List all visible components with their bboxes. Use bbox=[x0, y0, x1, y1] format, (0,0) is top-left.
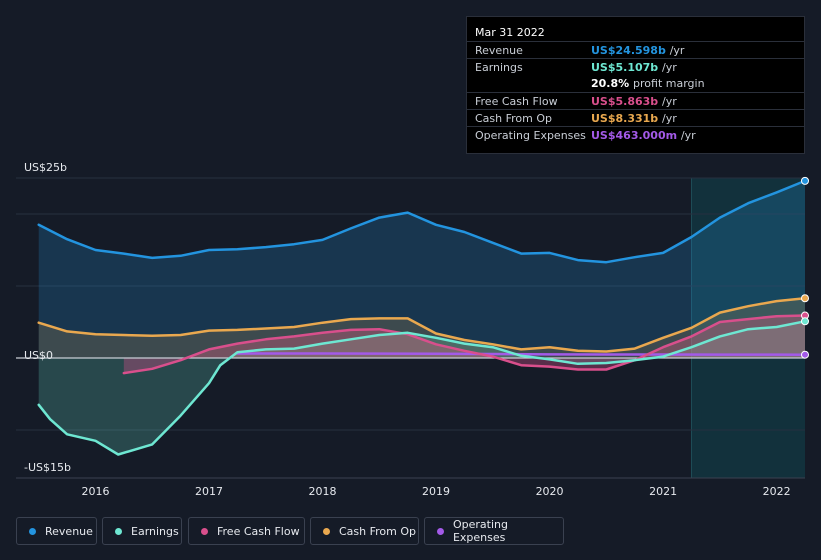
legend-label: Revenue bbox=[45, 524, 93, 538]
revenue-dot-icon bbox=[29, 527, 36, 535]
tooltip-row-free-cash-flow: Free Cash Flow US$5.863b /yr bbox=[467, 92, 804, 110]
y-tick-label-zero: US$0 bbox=[24, 349, 54, 362]
operating-expenses-dot-icon bbox=[437, 527, 444, 535]
tooltip-row-profit-margin: 20.8% profit margin bbox=[467, 75, 804, 92]
legend-item-revenue[interactable]: Revenue bbox=[16, 517, 97, 545]
earnings-line bbox=[37, 320, 807, 456]
x-tick-label: 2021 bbox=[649, 485, 677, 498]
legend-item-operating-expenses[interactable]: Operating Expenses bbox=[424, 517, 564, 545]
y-tick-label-top: US$25b bbox=[24, 161, 68, 174]
legend-item-cash-from-op[interactable]: Cash From Op bbox=[310, 517, 419, 545]
legend-item-earnings[interactable]: Earnings bbox=[102, 517, 182, 545]
tooltip-label: Revenue bbox=[475, 44, 523, 57]
tooltip-value: US$8.331b /yr bbox=[591, 112, 677, 125]
y-tick-label-bottom: -US$15b bbox=[24, 461, 71, 474]
earnings-dot-icon bbox=[115, 527, 122, 535]
cash-from-op-end-marker bbox=[801, 294, 809, 303]
x-tick-label: 2020 bbox=[536, 485, 564, 498]
cash-from-op-area bbox=[38, 298, 805, 358]
tooltip-value: US$463.000m /yr bbox=[591, 129, 696, 142]
legend-item-free-cash-flow[interactable]: Free Cash Flow bbox=[188, 517, 305, 545]
earnings-end-marker bbox=[801, 317, 809, 326]
operating-expenses-line bbox=[236, 352, 807, 356]
x-tick-label: 2018 bbox=[309, 485, 337, 498]
legend-label: Operating Expenses bbox=[452, 518, 508, 544]
free-cash-flow-dot-icon bbox=[201, 527, 208, 535]
tooltip-label: Operating Expenses bbox=[475, 129, 586, 142]
x-tick-label: 2016 bbox=[81, 485, 109, 498]
tooltip-row-revenue: Revenue US$24.598b /yr bbox=[467, 41, 804, 59]
tooltip-value: US$5.863b /yr bbox=[591, 95, 677, 108]
tooltip-value: 20.8% profit margin bbox=[591, 77, 705, 90]
tooltip-value: US$24.598b /yr bbox=[591, 44, 685, 57]
tooltip-row-earnings: Earnings US$5.107b /yr bbox=[467, 58, 804, 76]
revenue-end-marker bbox=[801, 176, 809, 185]
tooltip-label: Cash From Op bbox=[475, 112, 553, 125]
x-tick-label: 2022 bbox=[763, 485, 791, 498]
revenue-area bbox=[38, 180, 805, 358]
legend-label: Free Cash Flow bbox=[217, 524, 300, 538]
free-cash-flow-area bbox=[123, 315, 806, 374]
tooltip-label: Free Cash Flow bbox=[475, 95, 558, 108]
tooltip-label: Earnings bbox=[475, 61, 523, 74]
x-tick-label: 2017 bbox=[195, 485, 223, 498]
revenue-line bbox=[37, 179, 807, 264]
chart-tooltip: Mar 31 2022 Revenue US$24.598b /yr Earni… bbox=[466, 16, 805, 154]
cash-from-op-line bbox=[37, 296, 807, 353]
x-tick-label: 2019 bbox=[422, 485, 450, 498]
tooltip-row-cash-from-op: Cash From Op US$8.331b /yr bbox=[467, 109, 804, 127]
legend-label: Cash From Op bbox=[339, 524, 417, 538]
tooltip-date: Mar 31 2022 bbox=[475, 26, 545, 39]
free-cash-flow-line bbox=[122, 314, 807, 375]
tooltip-row-operating-expenses: Operating Expenses US$463.000m /yr bbox=[467, 126, 804, 144]
cash-from-op-dot-icon bbox=[323, 527, 330, 535]
operating-expenses-end-marker bbox=[801, 350, 809, 359]
legend-label: Earnings bbox=[131, 524, 179, 538]
tooltip-value: US$5.107b /yr bbox=[591, 61, 677, 74]
